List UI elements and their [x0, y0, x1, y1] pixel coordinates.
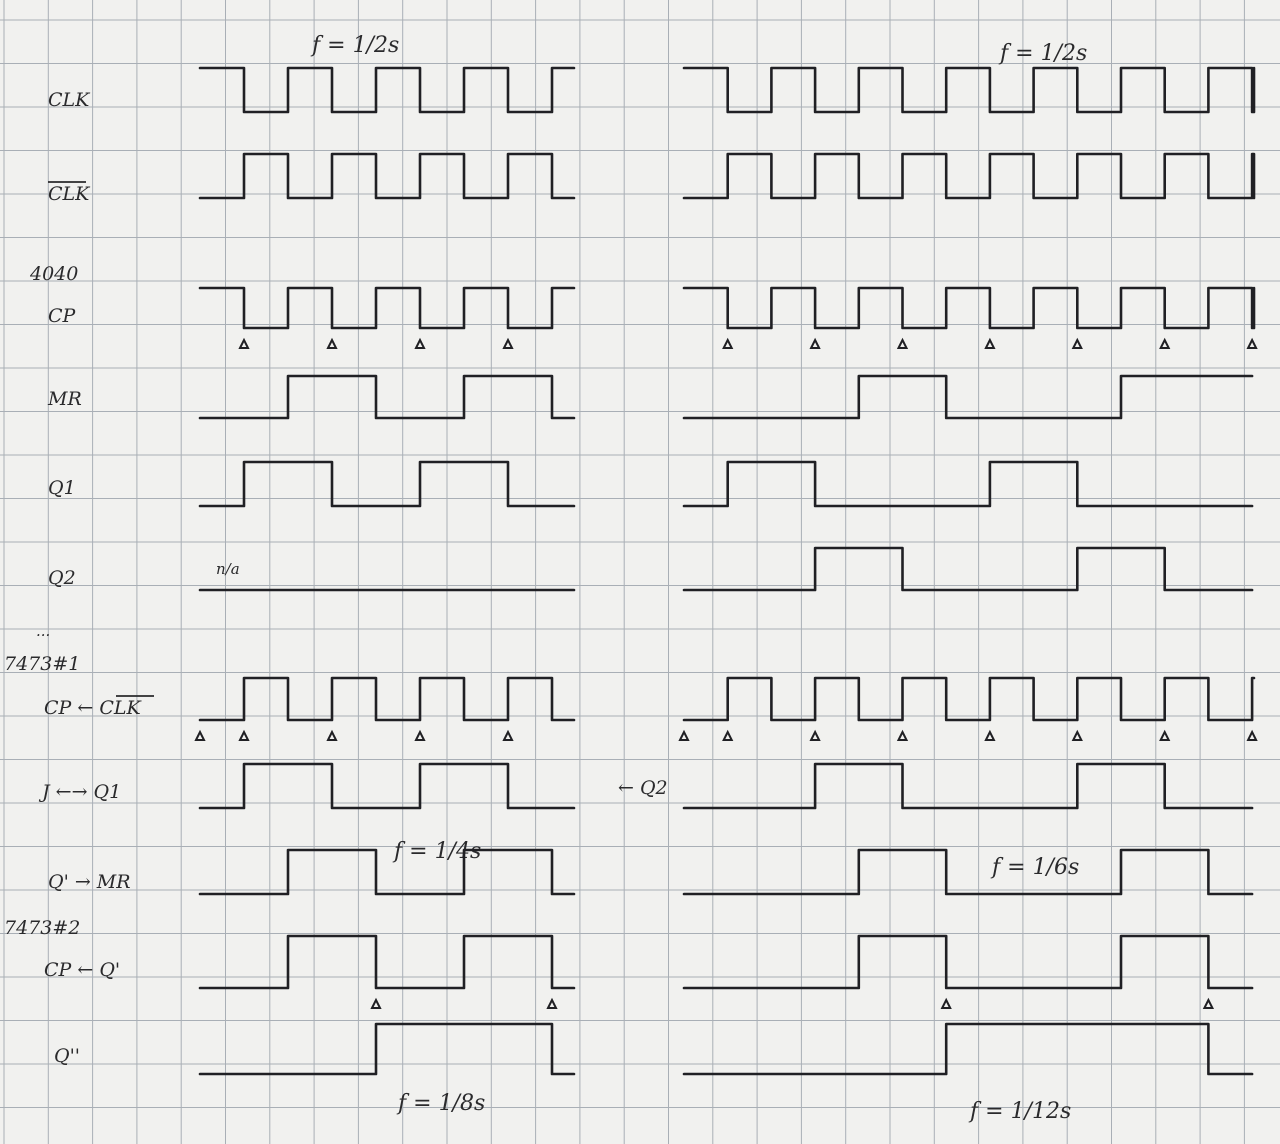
left-edge-marker-cp-7473-1-0: [194, 729, 206, 741]
left-edge-marker-cp-7473-1-2: [326, 729, 338, 741]
timing-waveforms: [194, 66, 1258, 1076]
label-j-q1: J ←→ Q1: [38, 781, 121, 803]
left-wave-cp-7473-2: [198, 934, 576, 990]
right-edge-marker-cp-7473-1-0: [678, 729, 690, 741]
label-cp: CP: [48, 305, 77, 327]
freq-left-top: f = 1/2s: [310, 33, 399, 58]
right-wave-qdouble: [682, 1022, 1254, 1076]
right-edge-marker-cp-7473-1-6: [1159, 729, 1171, 741]
right-edge-marker-cp-7473-1-4: [984, 729, 996, 741]
right-wave-q1: [682, 460, 1254, 508]
right-edge-marker-cp-7473-1-3: [896, 729, 909, 741]
left-wave-mr: [198, 374, 576, 420]
right-edge-marker-cp-5: [1159, 337, 1171, 349]
right-wave-cp-7473-1: [682, 676, 1256, 722]
right-edge-marker-cp-7473-1-1: [722, 729, 734, 741]
right-edge-marker-cp-7473-1-5: [1071, 729, 1083, 741]
freq-right-top: f = 1/2s: [998, 41, 1087, 66]
right-wave-q2: [682, 546, 1254, 592]
freq-left-mid: f = 1/4s: [392, 839, 481, 864]
freq-right-bottom: f = 1/12s: [968, 1099, 1071, 1124]
right-wave-qprime-mr: [682, 848, 1254, 896]
left-wave-q1: [198, 460, 576, 508]
label-clk-bar: CLK: [48, 183, 91, 205]
q2-arrow-note: ← Q2: [618, 777, 668, 799]
left-wave-clk-bar: [198, 152, 576, 200]
right-edge-marker-cp-7473-1-7: [1246, 729, 1258, 741]
left-edge-marker-cp-7473-1-3: [414, 729, 426, 741]
label-qdouble: Q'': [54, 1045, 80, 1067]
label-7473-1: 7473#1: [4, 653, 80, 675]
label-qprime-mr: Q' → MR: [48, 871, 131, 893]
signal-labels: CLK CLK 4040 CP MR Q1 Q2 ... 7473#1 CP ←…: [4, 89, 154, 1067]
label-clk: CLK: [48, 89, 91, 111]
right-edge-marker-cp-7473-2-1: [1202, 997, 1215, 1009]
left-edge-marker-cp-7473-2-1: [546, 997, 558, 1009]
annotations: f = 1/2s f = 1/2s n/a ← Q2 f = 1/4s f = …: [216, 33, 1087, 1124]
left-edge-marker-cp-7473-2-0: [370, 997, 382, 1009]
left-wave-cp-7473-1: [198, 676, 576, 722]
freq-left-bottom: f = 1/8s: [396, 1091, 485, 1116]
right-edge-marker-cp-1: [809, 337, 821, 349]
label-q2: Q2: [48, 567, 76, 589]
label-cp-clk-bar: CP ← CLK: [44, 697, 142, 719]
right-edge-marker-cp-7473-1-2: [809, 729, 821, 741]
right-wave-cp: [682, 286, 1256, 330]
left-edge-marker-cp-1: [326, 337, 338, 349]
q2-not-applicable: n/a: [216, 560, 240, 578]
left-edge-marker-cp-2: [414, 337, 426, 349]
left-wave-clk: [198, 66, 576, 114]
right-edge-marker-cp-2: [896, 337, 909, 349]
label-q1: Q1: [48, 477, 76, 499]
label-cp-qprime: CP ← Q': [44, 959, 120, 981]
label-7473-2: 7473#2: [4, 917, 80, 939]
right-edge-marker-cp-0: [722, 337, 734, 349]
left-wave-qdouble: [198, 1022, 576, 1076]
left-edge-marker-cp-3: [502, 337, 514, 349]
left-wave-cp: [198, 286, 576, 330]
right-edge-marker-cp-7473-2-0: [940, 997, 952, 1009]
right-edge-marker-cp-4: [1071, 337, 1083, 349]
right-edge-marker-cp-3: [984, 337, 996, 349]
right-edge-marker-cp-6: [1246, 337, 1258, 349]
right-wave-clk: [682, 66, 1256, 114]
right-wave-clk-bar: [682, 152, 1256, 200]
left-wave-qprime-mr: [198, 848, 576, 896]
left-edge-marker-cp-0: [238, 337, 250, 349]
left-edge-marker-cp-7473-1-4: [502, 729, 514, 741]
right-wave-mr: [682, 374, 1254, 420]
label-mr: MR: [47, 388, 82, 410]
left-edge-marker-cp-7473-1-1: [238, 729, 250, 741]
freq-right-mid: f = 1/6s: [990, 855, 1079, 880]
label-4040: 4040: [29, 263, 78, 285]
label-dots: ...: [36, 622, 50, 640]
left-wave-j: [198, 762, 576, 810]
right-wave-j: [682, 762, 1254, 810]
right-wave-cp-7473-2: [682, 934, 1254, 990]
